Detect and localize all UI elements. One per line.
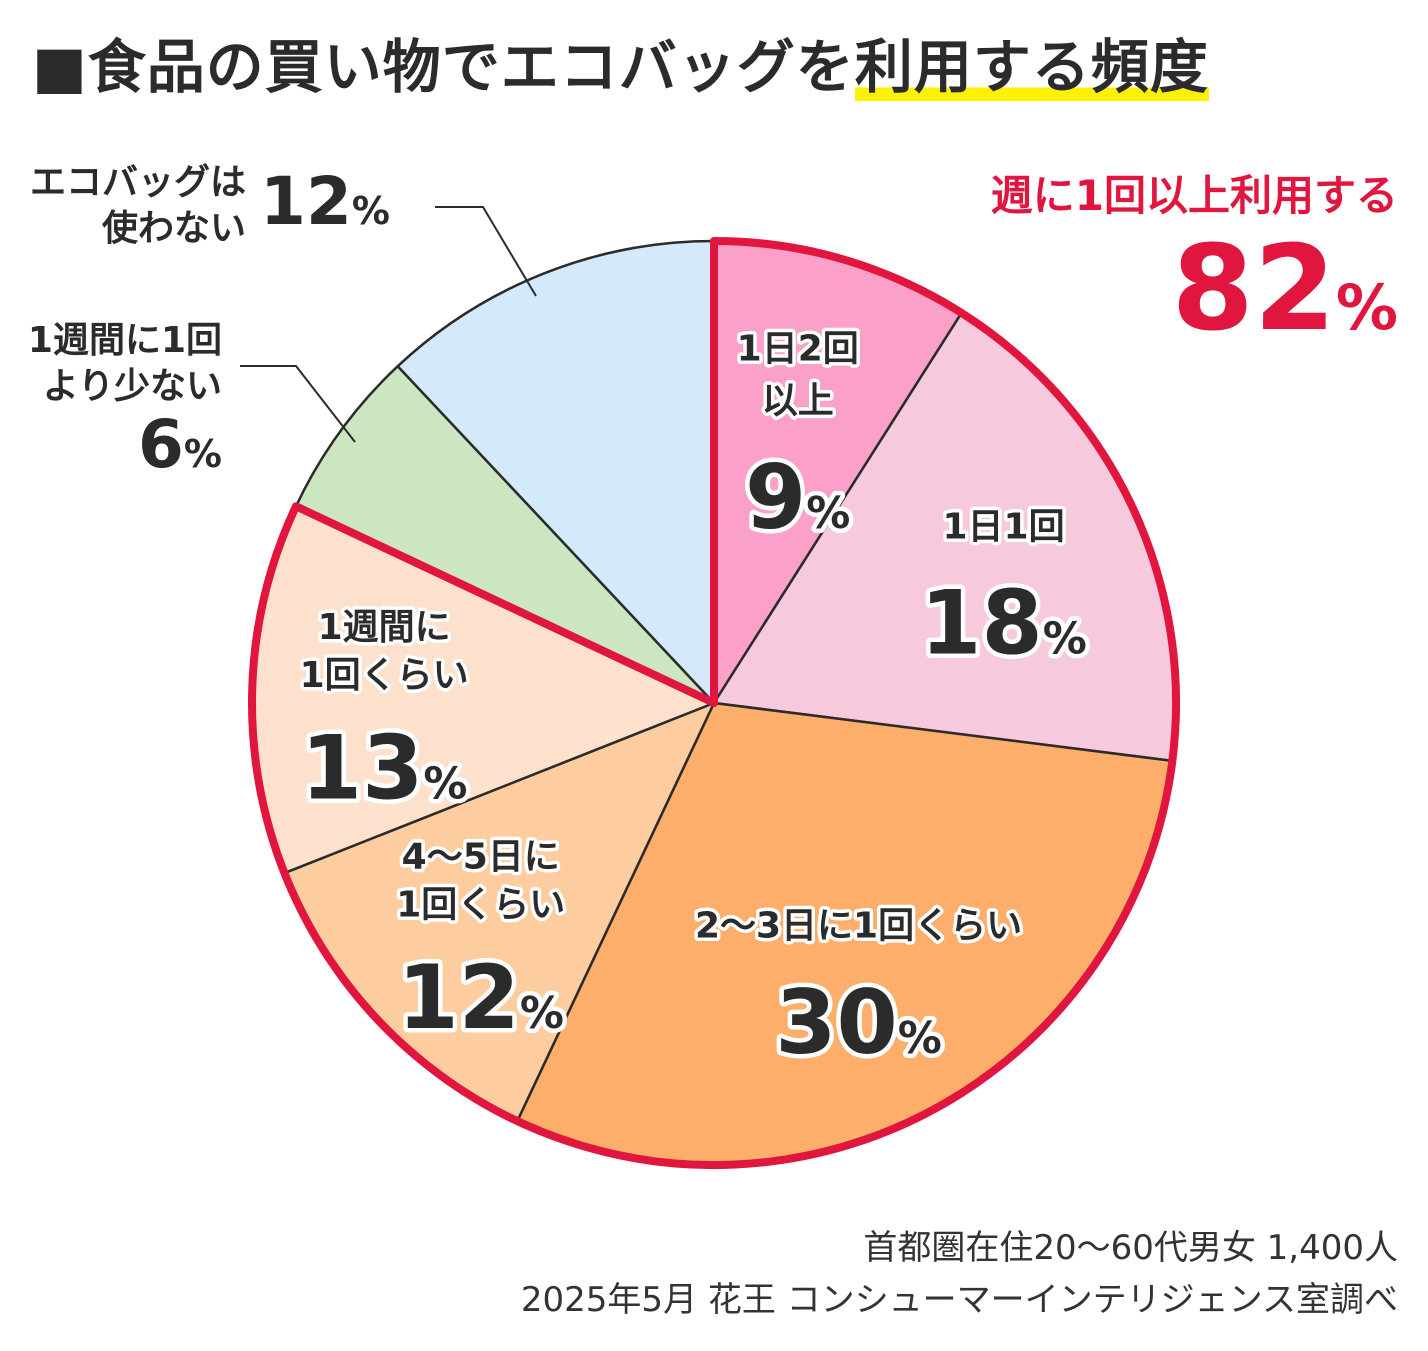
- source-note-line-1: 首都圏在住20〜60代男女 1,400人: [863, 1228, 1398, 1268]
- pie-slice-7: [395, 239, 716, 707]
- highlight-value: 82%: [991, 224, 1398, 372]
- external-value-number: 12: [260, 162, 352, 240]
- title-prefix: ■食品の買い物でエコバッグを: [32, 33, 855, 101]
- slice-label-text: 1週間に: [318, 607, 451, 648]
- external-label-not-used: エコバッグは使わない 12%: [30, 160, 390, 252]
- slice-label-text: 1回くらい: [300, 655, 469, 696]
- external-value-number: 6: [137, 406, 184, 483]
- slice-value: 12%: [397, 946, 564, 1049]
- slice-value: 9%: [745, 446, 850, 549]
- highlight-label: 週に1回以上利用する: [990, 171, 1398, 220]
- slice-label-3: 2〜3日に1回くらい 30%: [691, 902, 1025, 1078]
- external-label-value: 6%: [28, 410, 222, 489]
- slice-label-text: 1日1回: [942, 506, 1064, 547]
- chart-title: ■食品の買い物でエコバッグを利用する頻度: [32, 20, 1209, 104]
- external-value-unit: %: [183, 432, 222, 476]
- external-label-value: 12%: [260, 166, 390, 246]
- highlight-unit: %: [1335, 271, 1398, 344]
- highlight-callout: 週に1回以上利用する 82%: [991, 168, 1398, 372]
- slice-label-2: 1日1回 18%: [916, 503, 1092, 679]
- slice-label-5: 1週間に 1回くらい 13%: [296, 604, 472, 824]
- slice-value: 13%: [301, 716, 468, 819]
- title-highlight: 利用する頻度: [854, 33, 1209, 101]
- source-note-line-2: 2025年5月 花王 コンシューマーインテリジェンス室調べ: [520, 1280, 1398, 1320]
- slice-label-text: 1回くらい: [396, 884, 565, 925]
- external-label-text: 使わない: [102, 208, 247, 249]
- slice-value: 30%: [775, 971, 942, 1074]
- pie-slice-6: [294, 364, 715, 705]
- external-label-text: エコバッグは: [30, 162, 247, 203]
- slice-label-text: 以上: [762, 381, 834, 422]
- highlight-outline: [248, 237, 1180, 1169]
- external-label-less-than-weekly: 1週間に1回より少ない 6%: [28, 318, 222, 489]
- external-label-text: より少ない: [42, 366, 222, 407]
- leader-line-7: [435, 206, 537, 297]
- external-label-text: 1週間に1回: [27, 320, 222, 361]
- external-value-unit: %: [351, 188, 390, 233]
- leader-line-6: [240, 365, 356, 443]
- highlight-number: 82: [1171, 219, 1336, 357]
- slice-label-text: 1日2回: [737, 329, 859, 370]
- slice-label-text: 4〜5日に: [402, 836, 560, 877]
- source-note: 首都圏在住20〜60代男女 1,400人 2025年5月 花王 コンシューマーイ…: [521, 1222, 1398, 1326]
- slice-value: 18%: [920, 572, 1087, 675]
- slice-label-text: 2〜3日に1回くらい: [695, 905, 1022, 946]
- slice-label-4: 4〜5日に 1回くらい 12%: [393, 833, 569, 1053]
